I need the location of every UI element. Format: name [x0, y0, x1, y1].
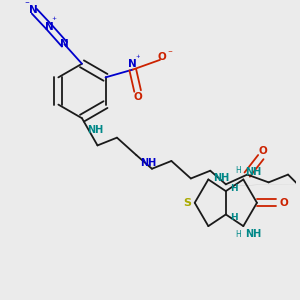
Text: N: N [29, 5, 38, 15]
Text: N: N [128, 59, 137, 69]
Text: NH: NH [213, 173, 230, 184]
Text: O: O [158, 52, 166, 62]
Text: $^+$: $^+$ [50, 16, 58, 25]
Text: H: H [230, 213, 237, 222]
Text: N: N [46, 22, 54, 32]
Text: $^+$: $^+$ [134, 53, 141, 62]
Text: NH: NH [140, 158, 157, 168]
Text: NH: NH [245, 167, 262, 177]
Text: H: H [230, 184, 237, 193]
Text: O: O [258, 146, 267, 156]
Polygon shape [222, 184, 300, 185]
Text: NH: NH [245, 229, 262, 239]
Text: $^-$: $^-$ [23, 0, 30, 8]
Text: NH: NH [87, 125, 103, 135]
Text: S: S [183, 198, 191, 208]
Text: H: H [236, 166, 241, 175]
Text: O: O [133, 92, 142, 102]
Text: N: N [60, 39, 69, 49]
Text: $^-$: $^-$ [166, 48, 173, 57]
Text: H: H [236, 230, 241, 239]
Text: O: O [280, 198, 289, 208]
